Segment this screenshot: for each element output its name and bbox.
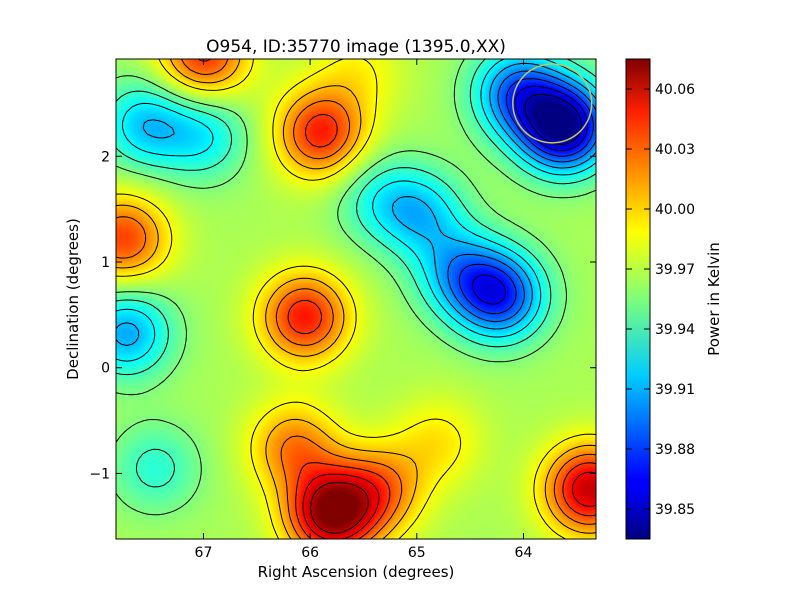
contour-level-11: [197, 59, 596, 539]
colorbar-tick-label: 40.00: [655, 202, 695, 218]
contour-level-9: [116, 59, 596, 539]
colorbar-label: Power in Kelvin: [705, 242, 723, 356]
y-axis-label: Declination (degrees): [64, 218, 82, 380]
x-tick-label: 65: [408, 545, 426, 561]
colorbar-tick-label: 39.91: [655, 382, 695, 398]
beam-circle: [512, 63, 593, 144]
colorbar-tick-label: 39.97: [655, 262, 695, 278]
y-tick-label: 1: [101, 255, 110, 271]
x-axis-label: Right Ascension (degrees): [258, 563, 455, 581]
chart-title: O954, ID:35770 image (1395.0,XX): [206, 37, 506, 57]
colorbar-tick-label: 39.94: [655, 322, 695, 338]
colorbar-ticks: 39.85 39.88 39.91 39.94 39.97 40.00 40.03 40.06: [626, 82, 695, 518]
colorbar-tick-label: 39.85: [655, 502, 695, 518]
x-axis-ticks: 67 66 65 64: [195, 59, 533, 561]
colorbar-gradient: [625, 58, 651, 540]
colorbar-tick-label: 40.03: [655, 142, 695, 158]
contour-level-6: [116, 59, 596, 488]
plot-area: 67 66 65 64 −1 0 1 2: [89, 58, 597, 561]
contour-level-10: [116, 59, 596, 539]
colorbar-tick-label: 40.06: [655, 82, 695, 98]
colorbar-tick-label: 39.88: [655, 442, 695, 458]
y-tick-label: 0: [101, 361, 110, 377]
contour-level-3: [447, 70, 596, 323]
x-tick-label: 67: [195, 545, 213, 561]
y-axis-ticks: −1 0 1 2: [89, 149, 596, 482]
x-tick-label: 66: [301, 545, 319, 561]
contour-level-7: [116, 59, 596, 516]
contour-level-13: [310, 482, 369, 534]
plot-frame: [115, 58, 597, 540]
contour-lines: [116, 59, 596, 539]
contour-level-12: [302, 471, 596, 539]
y-tick-label: −1: [89, 466, 110, 482]
contour-level-8: [116, 59, 596, 539]
contour-level-0: [524, 93, 582, 145]
contour-level-1: [471, 85, 588, 305]
contour-level-4: [116, 62, 596, 346]
contour-level-5: [116, 59, 596, 362]
y-tick-label: 2: [101, 149, 110, 165]
colorbar: 39.85 39.88 39.91 39.94 39.97 40.00 40.03 40.06…: [625, 58, 723, 540]
x-tick-label: 64: [515, 545, 533, 561]
